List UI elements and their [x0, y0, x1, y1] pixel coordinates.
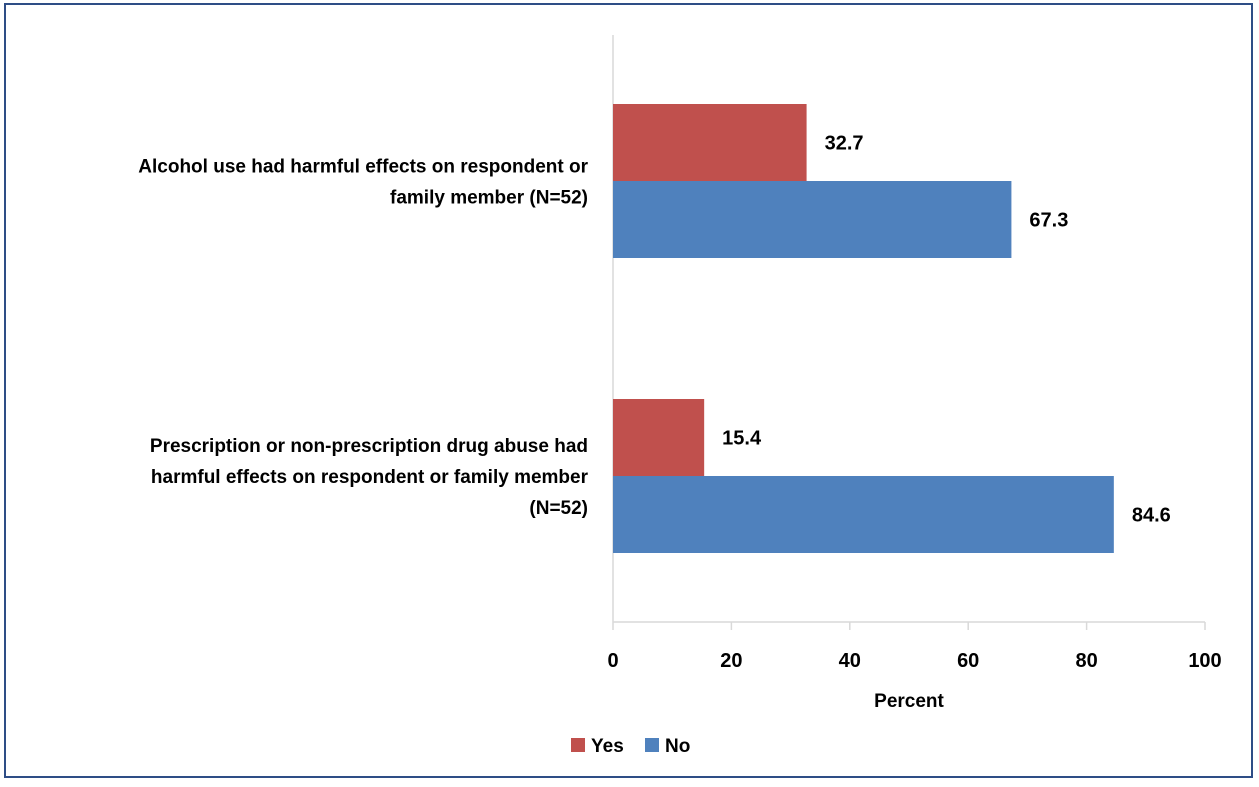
legend-swatch-no [645, 738, 659, 752]
x-tick-label: 80 [1075, 650, 1097, 672]
data-label: 32.7 [825, 133, 864, 155]
x-axis-title: Percent [874, 691, 944, 712]
bar-no [613, 181, 1012, 258]
data-label: 84.6 [1132, 505, 1171, 527]
category-label-line: Alcohol use had harmful effects on respo… [138, 157, 588, 178]
x-tick-label: 20 [720, 650, 742, 672]
x-tick-label: 40 [839, 650, 861, 672]
category-label: Alcohol use had harmful effects on respo… [138, 157, 588, 209]
category-label: Prescription or non-prescription drug ab… [150, 436, 589, 519]
bar-no [613, 476, 1114, 553]
x-tick-label: 100 [1188, 650, 1221, 672]
category-label-line: (N=52) [529, 498, 588, 519]
category-label-line: harmful effects on respondent or family … [151, 467, 589, 488]
x-tick-label: 0 [607, 650, 618, 672]
chart-frame [4, 3, 1253, 778]
legend-swatch-yes [571, 738, 585, 752]
bar-yes [613, 104, 807, 181]
legend-label-no: No [665, 736, 690, 757]
category-label-line: Prescription or non-prescription drug ab… [150, 436, 588, 457]
data-label: 15.4 [722, 428, 762, 450]
data-label: 67.3 [1029, 210, 1068, 232]
category-label-line: family member (N=52) [390, 188, 588, 209]
x-tick-label: 60 [957, 650, 979, 672]
bar-yes [613, 399, 705, 476]
legend-label-yes: Yes [591, 736, 624, 757]
